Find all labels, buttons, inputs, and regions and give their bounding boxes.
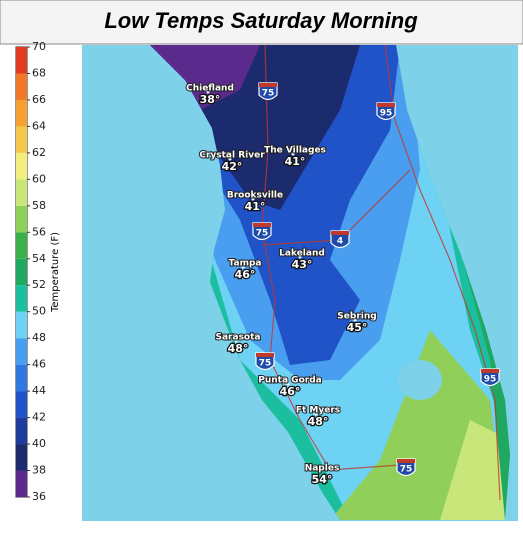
city-dot	[298, 255, 302, 259]
colorbar-band	[16, 311, 27, 339]
tick-label: 54	[32, 252, 46, 265]
city-temp: 48°	[308, 415, 329, 428]
city-temp: 43°	[292, 258, 313, 271]
colorbar-band	[16, 152, 27, 180]
shield-icon	[376, 102, 396, 121]
tick-label: 38	[32, 464, 46, 477]
city-name: Crystal River	[199, 151, 265, 161]
tick-label: 66	[32, 93, 46, 106]
shield-top	[331, 231, 349, 235]
legend-label: Temperature (F)	[50, 232, 61, 313]
shield-icon	[330, 230, 350, 249]
city-dot	[353, 318, 357, 322]
city-name: Sarasota	[216, 333, 261, 343]
shield-label: 75	[262, 89, 275, 99]
city-temp: 41°	[245, 200, 266, 213]
lake	[398, 360, 442, 400]
shield-icon	[258, 82, 278, 101]
city-temp: 45°	[347, 321, 368, 334]
tick-label: 50	[32, 305, 46, 318]
city-temp: 46°	[280, 385, 301, 398]
colorbar-band	[16, 364, 27, 392]
city-name: The Villages	[264, 146, 326, 156]
city-name: Ft Myers	[296, 406, 340, 416]
colorbar-band	[16, 470, 27, 497]
city-dot	[241, 265, 245, 269]
colorbar-band	[16, 47, 27, 74]
tick-label: 62	[32, 146, 46, 159]
title: Low Temps Saturday Morning	[104, 8, 418, 33]
city-temp: 42°	[222, 160, 243, 173]
tick-label: 48	[32, 331, 46, 344]
tick-label: 70	[32, 40, 46, 53]
city-temp: 46°	[235, 268, 256, 281]
city-dot	[314, 412, 318, 416]
tick-label: 40	[32, 437, 46, 450]
colorbar-band	[16, 126, 27, 153]
road	[384, 44, 501, 501]
city-dot	[318, 470, 322, 474]
dynamic: 36 38 40 42 44 46 48 50 52 54 56 58 60 62 64 66 68 70 Chie…	[16, 40, 500, 503]
shield-icon	[252, 222, 272, 241]
colorbar-band	[16, 73, 27, 100]
city-name: Sebring	[337, 312, 376, 322]
shield-top	[377, 103, 395, 107]
tick-label: 52	[32, 278, 46, 291]
tick-label: 58	[32, 199, 46, 212]
shield-label: 75	[256, 229, 269, 239]
city-name: Naples	[305, 464, 340, 474]
road	[261, 44, 401, 471]
tick-label: 60	[32, 172, 46, 185]
colorbar-band	[16, 391, 27, 418]
shield-icon	[396, 458, 416, 477]
city-dot	[286, 382, 290, 386]
shield-label: 95	[380, 109, 393, 119]
tick-label: 42	[32, 411, 46, 424]
shield-label: 95	[484, 375, 497, 385]
tick-label: 56	[32, 225, 46, 238]
shield-icon	[255, 352, 275, 371]
tick-label: 68	[32, 66, 46, 79]
colorbar-band	[16, 179, 27, 206]
colorbar-band	[16, 338, 27, 365]
tick-label: 44	[32, 384, 46, 397]
colorbar-band	[16, 285, 27, 312]
shield-top	[481, 369, 499, 373]
shield-top	[397, 459, 415, 463]
city-dot	[251, 197, 255, 201]
zone	[440, 420, 510, 520]
city-name: Brooksville	[227, 191, 283, 201]
city-temp: 41°	[285, 155, 306, 168]
city-dot	[206, 90, 210, 94]
title-bar	[0, 0, 523, 45]
shield-icon	[480, 368, 500, 387]
city-temp: 38°	[200, 93, 221, 106]
city-temp: 48°	[228, 342, 249, 355]
colorbar-band	[16, 205, 27, 233]
colorbar-band	[16, 99, 27, 127]
colorbar-band	[16, 258, 27, 286]
shield-top	[259, 83, 277, 87]
colorbar-band	[16, 417, 27, 445]
city-dot	[291, 152, 295, 156]
colorbar-band	[16, 444, 27, 471]
city-name: Punta Gorda	[258, 376, 321, 386]
tick-label: 64	[32, 119, 46, 132]
shield-label: 75	[259, 359, 272, 369]
shield-top	[256, 353, 274, 357]
city-name: Chiefland	[186, 84, 234, 94]
shield-top	[253, 223, 271, 227]
city-dot	[228, 157, 232, 161]
city-name: Tampa	[229, 259, 262, 269]
city-name: Lakeland	[279, 249, 325, 259]
tick-label: 36	[32, 490, 46, 503]
zone	[150, 45, 260, 110]
tick-label: 46	[32, 358, 46, 371]
shield-label: 4	[337, 237, 343, 247]
city-dot	[234, 339, 238, 343]
colorbar-band	[16, 232, 27, 259]
shield-label: 75	[400, 465, 413, 475]
city-temp: 54°	[312, 473, 333, 486]
